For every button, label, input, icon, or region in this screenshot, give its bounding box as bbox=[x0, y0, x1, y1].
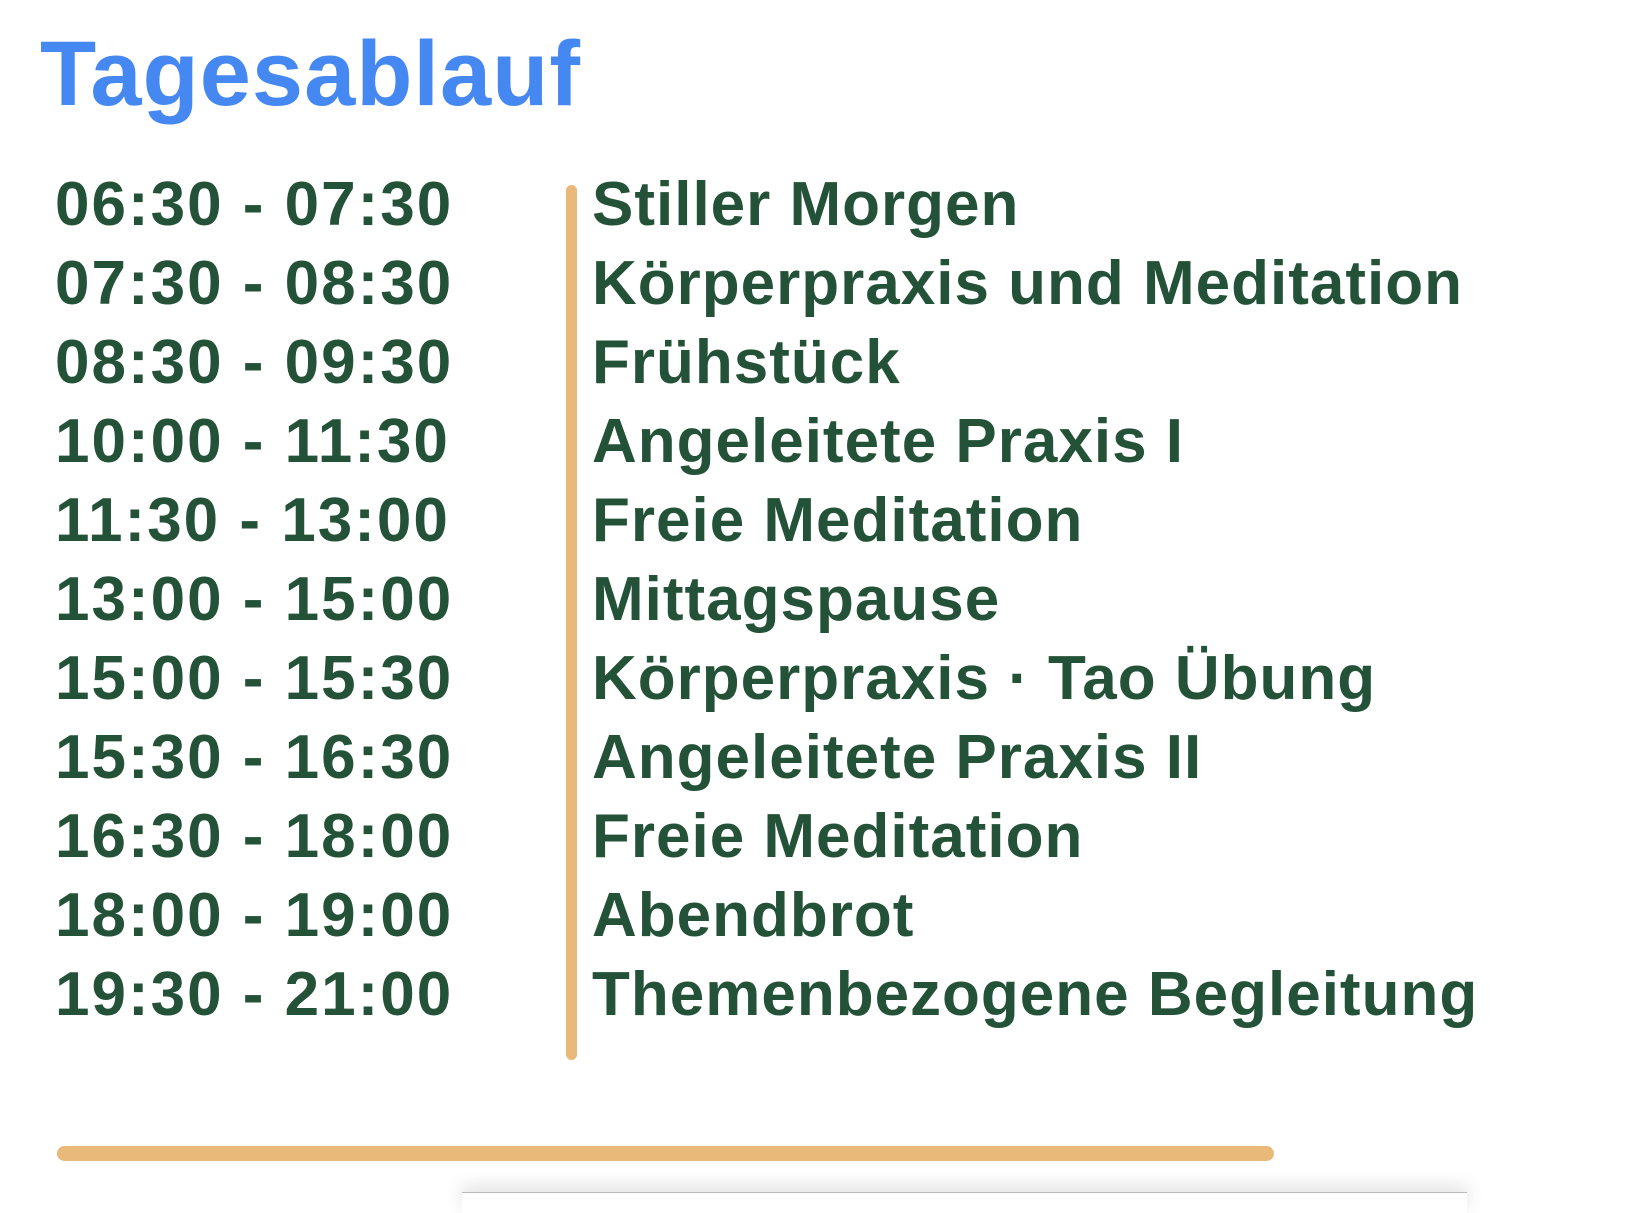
activity-label: Frühstück bbox=[592, 328, 901, 397]
time-range: 18:00 - 19:00 bbox=[55, 881, 454, 950]
schedule-row: 18:00 - 19:00 Abendbrot bbox=[55, 876, 1478, 955]
activity-label: Freie Meditation bbox=[592, 486, 1084, 555]
time-range: 15:30 - 16:30 bbox=[55, 723, 454, 792]
schedule-row: 06:30 - 07:30 Stiller Morgen bbox=[55, 165, 1478, 244]
next-card-edge bbox=[462, 1192, 1467, 1213]
schedule-row: 07:30 - 08:30 Körperpraxis und Meditation bbox=[55, 244, 1478, 323]
time-range: 16:30 - 18:00 bbox=[55, 802, 454, 871]
time-range: 15:00 - 15:30 bbox=[55, 644, 454, 713]
schedule-row: 15:30 - 16:30 Angeleitete Praxis II bbox=[55, 718, 1478, 797]
schedule-row: 08:30 - 09:30 Frühstück bbox=[55, 323, 1478, 402]
horizontal-divider bbox=[57, 1146, 1274, 1161]
activity-label: Mittagspause bbox=[592, 565, 1001, 634]
schedule-row: 15:00 - 15:30 Körperpraxis · Tao Übung bbox=[55, 639, 1478, 718]
time-range: 10:00 - 11:30 bbox=[55, 407, 450, 476]
page-title: Tagesablauf bbox=[40, 23, 581, 125]
schedule-row: 13:00 - 15:00 Mittagspause bbox=[55, 560, 1478, 639]
schedule-row: 11:30 - 13:00 Freie Meditation bbox=[55, 481, 1478, 560]
activity-label: Stiller Morgen bbox=[592, 170, 1020, 239]
time-range: 06:30 - 07:30 bbox=[55, 170, 454, 239]
activity-label: Freie Meditation bbox=[592, 802, 1084, 871]
time-range: 13:00 - 15:00 bbox=[55, 565, 454, 634]
schedule-list: 06:30 - 07:30 Stiller Morgen 07:30 - 08:30… bbox=[55, 165, 1478, 1034]
schedule-row: 19:30 - 21:00 Themenbezogene Begleitung bbox=[55, 955, 1478, 1034]
activity-label: Abendbrot bbox=[592, 881, 915, 950]
activity-label: Körperpraxis und Meditation bbox=[592, 249, 1463, 318]
time-range: 11:30 - 13:00 bbox=[55, 486, 450, 555]
time-range: 19:30 - 21:00 bbox=[55, 960, 454, 1029]
time-range: 08:30 - 09:30 bbox=[55, 328, 454, 397]
activity-label: Angeleitete Praxis II bbox=[592, 723, 1203, 792]
activity-label: Körperpraxis · Tao Übung bbox=[592, 644, 1377, 713]
schedule-row: 16:30 - 18:00 Freie Meditation bbox=[55, 797, 1478, 876]
time-range: 07:30 - 08:30 bbox=[55, 249, 454, 318]
activity-label: Angeleitete Praxis I bbox=[592, 407, 1185, 476]
schedule-row: 10:00 - 11:30 Angeleitete Praxis I bbox=[55, 402, 1478, 481]
vertical-divider bbox=[566, 185, 577, 1060]
activity-label: Themenbezogene Begleitung bbox=[592, 960, 1479, 1029]
